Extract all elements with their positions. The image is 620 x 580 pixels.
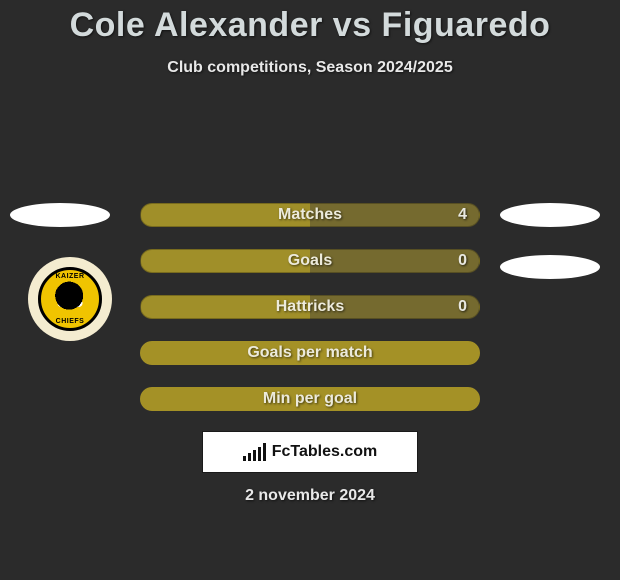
club-name-bottom: CHIEFS <box>56 318 85 325</box>
brand-bar <box>253 450 256 461</box>
brand-bars-icon <box>243 443 266 461</box>
brand-bar <box>248 453 251 461</box>
club-logo-icon: KAIZER CHIEFS <box>38 267 102 331</box>
stat-label: Matches <box>278 206 342 224</box>
stat-value: 4 <box>458 206 467 224</box>
footer-date: 2 november 2024 <box>0 487 620 505</box>
club-name-top: KAIZER <box>55 273 84 280</box>
brand-watermark: FcTables.com <box>202 431 418 473</box>
stat-value: 0 <box>458 252 467 270</box>
page-title: Cole Alexander vs Figuaredo <box>0 0 620 45</box>
brand-bar <box>243 456 246 461</box>
left-player-avatar <box>10 203 110 227</box>
subtitle: Club competitions, Season 2024/2025 <box>0 59 620 77</box>
right-club-avatar <box>500 255 600 279</box>
brand-bar <box>263 443 266 461</box>
stat-bar-goals-per-match: Goals per match <box>140 341 480 365</box>
stat-bar-goals: Goals 0 <box>140 249 480 273</box>
stat-bars: Matches 4 Goals 0 Hattricks 0 Goals per … <box>140 203 480 433</box>
brand-text: FcTables.com <box>272 443 378 461</box>
stat-label: Hattricks <box>276 298 344 316</box>
right-player-avatar <box>500 203 600 227</box>
stat-bar-min-per-goal: Min per goal <box>140 387 480 411</box>
stat-label: Goals per match <box>247 344 372 362</box>
stat-bar-matches: Matches 4 <box>140 203 480 227</box>
stat-label: Goals <box>288 252 332 270</box>
stat-label: Min per goal <box>263 390 357 408</box>
brand-bar <box>258 447 261 461</box>
stat-bar-hattricks: Hattricks 0 <box>140 295 480 319</box>
stat-value: 0 <box>458 298 467 316</box>
left-club-badge: KAIZER CHIEFS <box>28 257 112 341</box>
